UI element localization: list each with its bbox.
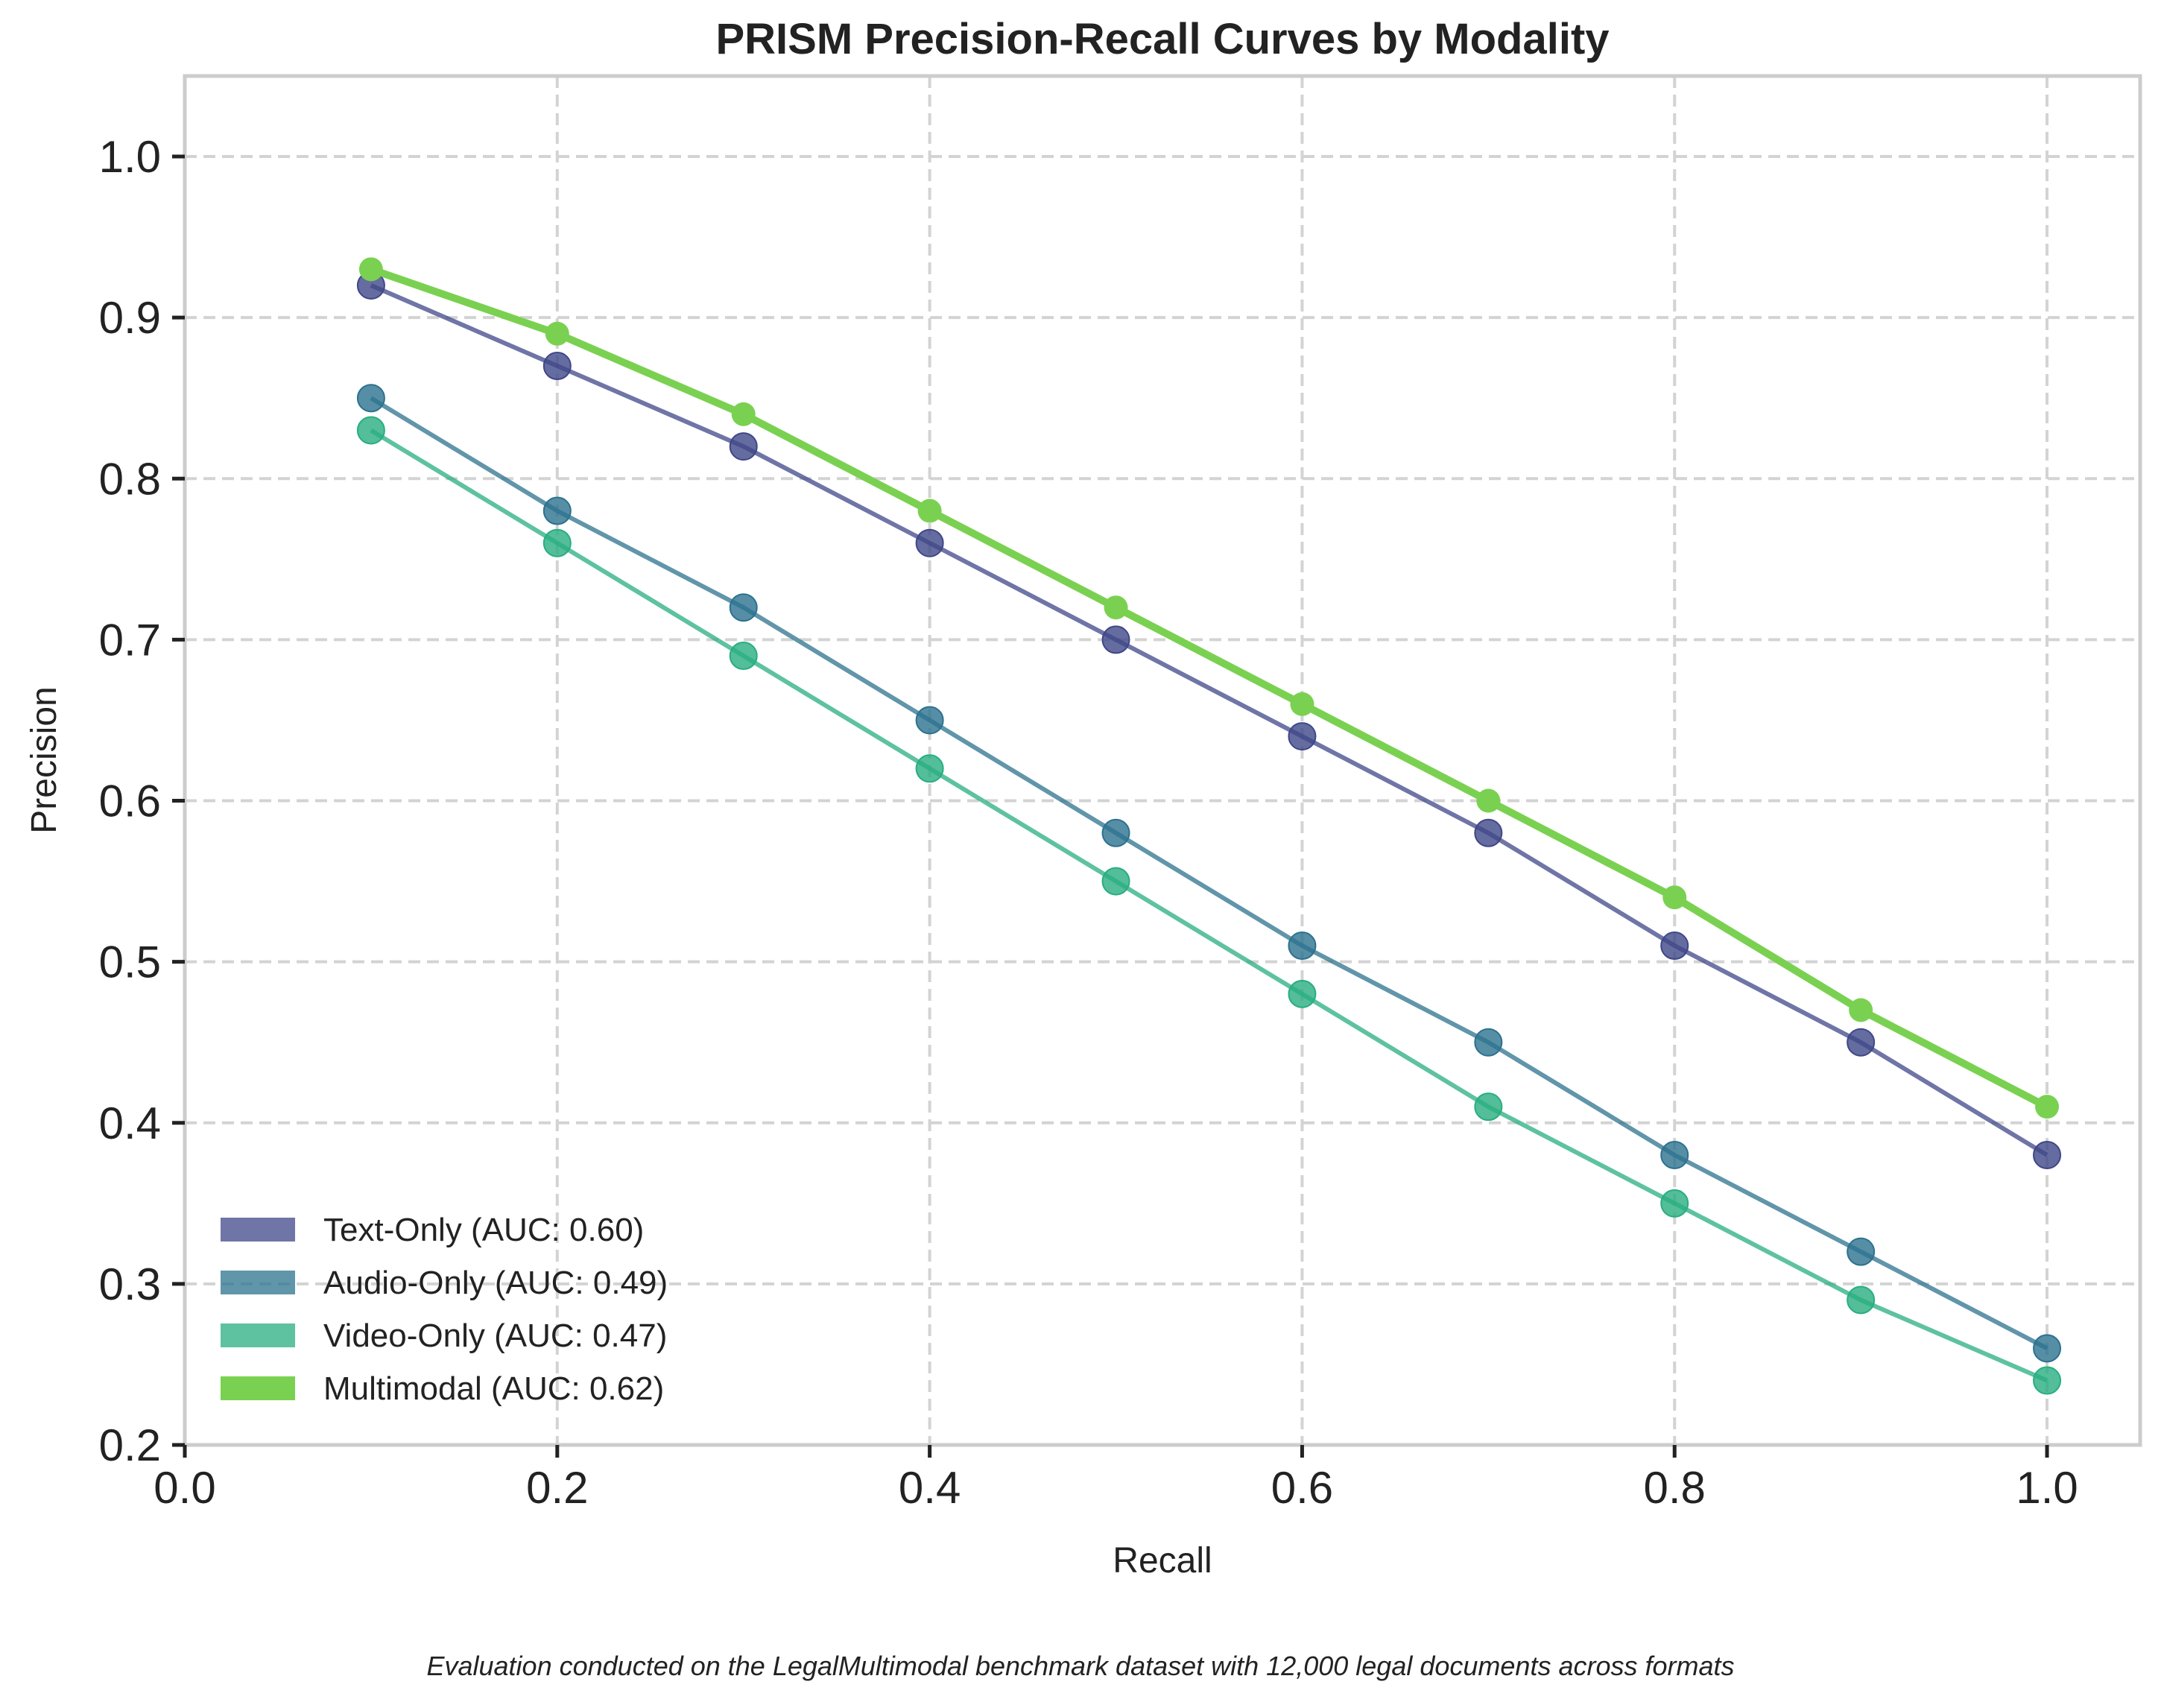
legend-label: Text-Only (AUC: 0.60) xyxy=(323,1212,644,1248)
y-axis-label: Precision xyxy=(25,686,64,833)
y-tick-label: 0.3 xyxy=(99,1259,161,1309)
data-point xyxy=(731,402,756,426)
series-line xyxy=(370,265,2049,1110)
data-point xyxy=(2033,1366,2062,1395)
legend-swatch xyxy=(221,1271,295,1294)
data-point xyxy=(1288,932,1317,961)
data-point xyxy=(1847,1028,1876,1057)
data-point xyxy=(1662,885,1687,910)
data-point xyxy=(1101,867,1130,896)
data-point xyxy=(1660,932,1689,961)
data-point xyxy=(1476,788,1501,813)
y-tick-label: 0.6 xyxy=(99,776,161,826)
x-tick-label: 0.0 xyxy=(154,1463,215,1513)
series-1 xyxy=(356,271,2062,1169)
series-line xyxy=(370,396,2048,1350)
plot-frame xyxy=(183,74,2142,1447)
data-point xyxy=(1474,1028,1503,1057)
y-tick-label: 0.2 xyxy=(99,1420,161,1470)
data-point xyxy=(917,499,942,523)
data-point xyxy=(356,416,385,445)
data-point xyxy=(729,642,758,671)
y-tick-label: 0.8 xyxy=(99,454,161,504)
data-point xyxy=(1847,1285,1876,1315)
x-axis-label: Recall xyxy=(1113,1541,1212,1581)
legend-label: Video-Only (AUC: 0.47) xyxy=(323,1318,667,1354)
data-point xyxy=(1101,818,1130,847)
footnote: Evaluation conducted on the LegalMultimo… xyxy=(426,1651,1735,1681)
series-2 xyxy=(356,384,2062,1363)
data-point xyxy=(1474,1092,1503,1122)
series-3 xyxy=(356,416,2062,1395)
x-tick-label: 0.2 xyxy=(526,1463,588,1513)
data-point xyxy=(1288,979,1317,1008)
x-tick-label: 1.0 xyxy=(2016,1463,2078,1513)
legend-swatch xyxy=(221,1376,295,1400)
data-point xyxy=(1104,595,1128,620)
legend-swatch xyxy=(221,1218,295,1242)
y-tick-label: 0.5 xyxy=(99,937,161,987)
legend-label: Audio-Only (AUC: 0.49) xyxy=(323,1265,668,1301)
axis-ticks: 0.0 0.2 0.4 0.6 0.8 1.00.20.30.40.50.60.70.80… xyxy=(99,132,2078,1513)
data-point xyxy=(2035,1095,2060,1119)
data-point xyxy=(915,528,944,557)
data-point xyxy=(2033,1140,2062,1169)
x-tick-label: 0.4 xyxy=(899,1463,961,1513)
legend: Text-Only (AUC: 0.60) Audio-Only (AUC: 0.… xyxy=(221,1212,668,1407)
legend-label: Multimodal (AUC: 0.62) xyxy=(323,1370,664,1407)
data-point xyxy=(729,432,758,461)
data-point xyxy=(1290,692,1314,716)
data-point xyxy=(1849,998,1873,1022)
y-tick-label: 0.4 xyxy=(99,1098,161,1148)
data-point xyxy=(915,706,944,735)
data-point xyxy=(729,593,758,622)
data-point xyxy=(1101,625,1130,654)
data-point xyxy=(545,321,569,346)
data-point xyxy=(1847,1237,1876,1266)
y-tick-label: 0.7 xyxy=(99,615,161,665)
series-4 xyxy=(358,257,2060,1119)
data-point xyxy=(2033,1334,2062,1363)
data-point xyxy=(1660,1140,1689,1169)
data-point xyxy=(915,754,944,783)
series-line xyxy=(370,428,2048,1383)
series-group xyxy=(356,257,2062,1395)
series-line xyxy=(370,283,2048,1157)
chart-title: PRISM Precision-Recall Curves by Modalit… xyxy=(715,15,1609,63)
x-tick-label: 0.8 xyxy=(1644,1463,1706,1513)
data-point xyxy=(356,384,385,413)
data-point xyxy=(542,352,572,381)
data-point xyxy=(358,257,383,282)
x-tick-label: 0.6 xyxy=(1271,1463,1333,1513)
data-point xyxy=(1474,818,1503,847)
data-point xyxy=(1288,722,1317,751)
data-point xyxy=(542,528,572,557)
data-point xyxy=(1660,1189,1689,1218)
data-point xyxy=(542,496,572,525)
y-tick-label: 1.0 xyxy=(99,132,161,182)
legend-swatch xyxy=(221,1323,295,1347)
y-tick-label: 0.9 xyxy=(99,293,161,343)
